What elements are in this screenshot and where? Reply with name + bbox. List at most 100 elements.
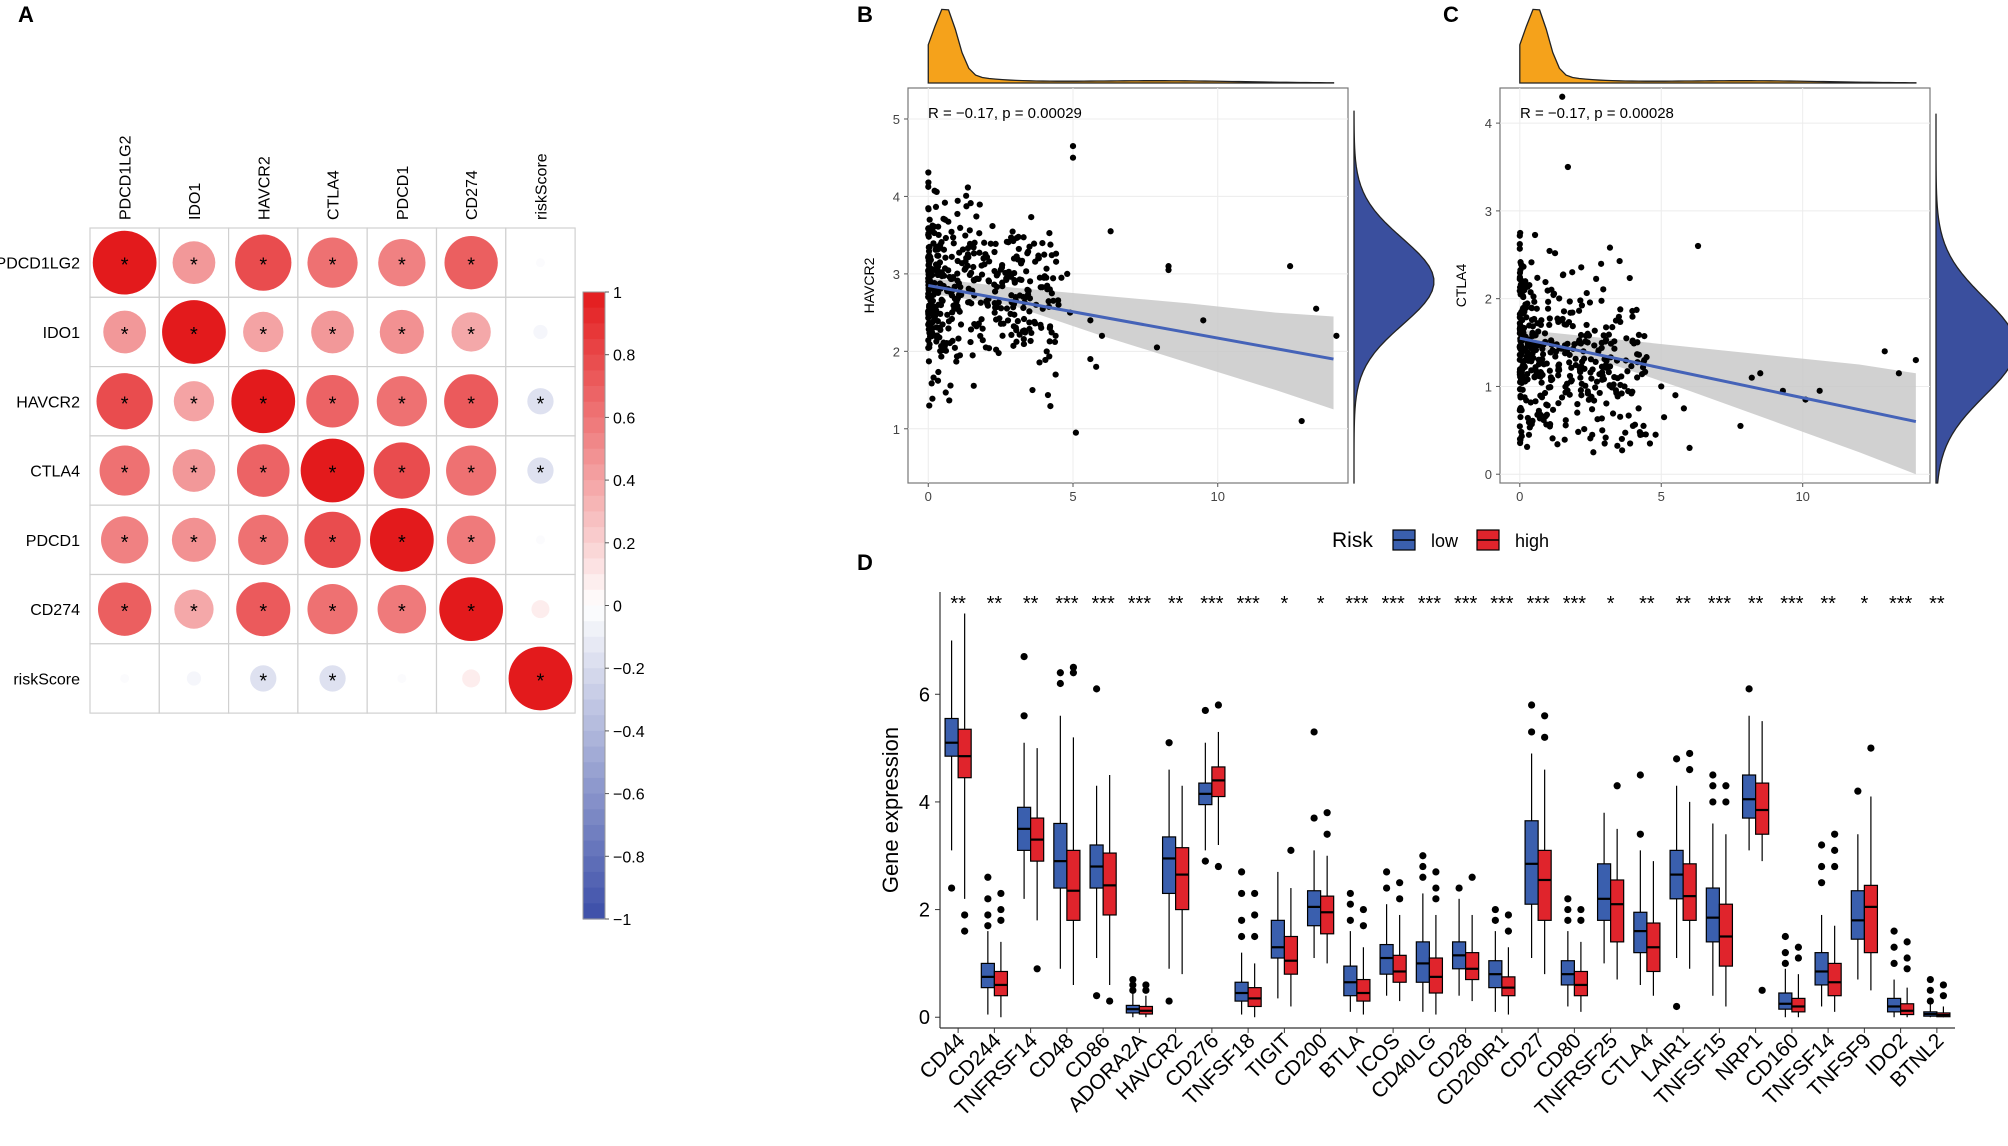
corr-col-label: CD274 [464,170,481,220]
scatter-point [977,332,984,340]
corr-row-label: PDCD1 [26,533,80,550]
scatter-point [1031,320,1039,327]
scatter-point [1528,305,1535,312]
scatter-point [999,283,1006,290]
scatter-point [1538,317,1545,324]
box-high [1537,849,1552,921]
scatter-point [1629,313,1636,320]
significance-label: * [1607,593,1615,615]
scatter-point [1298,417,1305,425]
corr-circle [172,241,216,285]
scatter-point [1000,320,1007,327]
scatter-point [965,299,972,306]
scatter-point [954,197,961,204]
x-tick-label: 0 [925,489,932,504]
colorbar-segment [583,871,605,889]
scatter-point [1546,315,1553,322]
corr-circle [96,373,153,430]
scatter-point [1616,257,1623,265]
scatter-point [1577,297,1584,304]
corr-circle [99,445,150,496]
box-outlier [1903,938,1911,946]
box-outlier [1722,782,1730,790]
x-tick-label: 5 [1069,489,1076,504]
scatter-point [1635,331,1643,339]
scatter-point [1028,213,1035,221]
scatter-point [1587,356,1595,363]
box-outlier [1926,975,1934,984]
scatter-point [1617,413,1624,420]
scatter-point [926,216,933,223]
colorbar-segment [583,824,605,842]
scatter-point [1618,435,1625,443]
scatter-point [1566,372,1574,380]
box-low [1814,952,1829,986]
legend-label-high: high [1515,531,1549,551]
significance-label: *** [1708,593,1732,615]
scatter-point [1646,440,1654,447]
scatter-point [1582,382,1589,389]
scatter-point [1569,309,1576,316]
colorbar-segment [583,699,605,716]
scatter-point [975,275,982,283]
colorbar-tick-label: 0.8 [613,348,635,365]
scatter-point [1571,341,1578,348]
scatter-point [1013,234,1020,242]
corr-circle [451,312,491,352]
scatter-point [1622,429,1629,436]
corr-sig-star: * [398,324,406,346]
corr-sig-star: * [467,532,475,554]
scatter-point [1578,392,1585,399]
corr-sig-star: * [467,255,475,277]
scatter-point [1039,240,1046,247]
box-outlier [984,895,992,903]
y-tick-label: 1 [1485,379,1492,394]
box-high [957,728,972,779]
box-outlier [997,905,1005,914]
scatter-point [928,380,935,387]
box-outlier [1564,895,1572,903]
scatter-point [970,263,977,271]
corr-circle [97,582,152,636]
scatter-point [1087,317,1094,324]
box-outlier [1686,766,1694,774]
colorbar-segment [583,715,605,732]
box-outlier [1033,965,1041,973]
scatter-point [1020,340,1028,348]
regression-line [1519,336,1917,424]
scatter-point [1658,383,1665,390]
colorbar-segment [583,621,605,638]
box-outlier [1831,846,1839,854]
scatter-point [927,265,934,272]
box-outlier [997,889,1005,898]
scatter-point [1638,371,1646,378]
scatter-point [1609,410,1617,417]
colorbar-segment [583,840,605,857]
scatter-point [1602,324,1610,331]
scatter-point [932,203,940,210]
corr-sig-star: * [121,324,129,346]
box-low [980,962,995,989]
corr-sig-star: * [259,670,267,692]
scatter-point [1023,268,1030,275]
regression-line [927,284,1334,361]
box-outlier [1854,787,1862,795]
scatter-point [1586,299,1594,306]
box-outlier [1432,884,1440,892]
corr-sig-star: * [190,393,198,415]
scatter-point [1093,363,1100,370]
box-outlier [1020,712,1028,720]
scatter-point [1545,298,1552,305]
box-outlier [1201,857,1209,865]
colorbar-segment [583,401,605,418]
scatter-point [1572,355,1579,362]
corr-sig-star: * [259,255,267,277]
x-tick-label: 10 [1211,489,1225,504]
scatter-point [1599,372,1606,379]
scatter-point [947,382,954,389]
correlation-annotation: R = −0.17, p = 0.00028 [1520,105,1674,122]
box-low [1270,919,1285,959]
corr-circle [231,369,296,434]
scatter-point [1523,281,1530,289]
scatter-point [953,358,960,365]
